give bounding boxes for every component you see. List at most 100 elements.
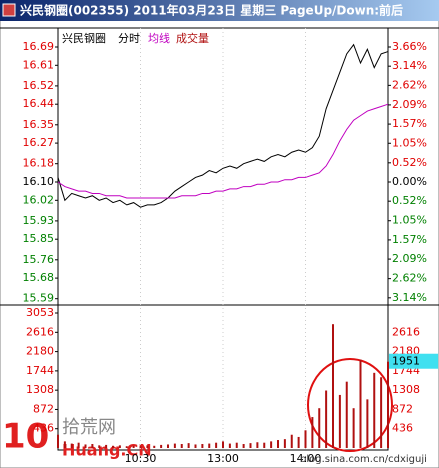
price-tick-label: 15.93 (23, 214, 55, 227)
percent-tick-label: 3.66% (392, 40, 427, 53)
time-tick-label: 13:00 (207, 452, 239, 465)
volume-bar (359, 359, 362, 448)
volume-bar (173, 443, 176, 448)
volume-bar (77, 442, 80, 448)
volume-tick-label: 1308 (26, 383, 54, 396)
price-tick-label: 15.68 (23, 271, 55, 284)
volume-tick-label: 2180 (26, 345, 54, 358)
volume-bar (84, 444, 87, 448)
watermark-number: 10 (2, 417, 49, 457)
volume-bar (215, 442, 218, 448)
volume-bar (352, 408, 355, 448)
percent-tick-label: 1.05% (392, 136, 427, 149)
price-tick-label: 15.85 (23, 232, 55, 245)
percent-tick-label: 3.14% (392, 59, 427, 72)
volume-bar (118, 445, 121, 448)
time-tick-label: 14:00 (290, 452, 322, 465)
volume-bar (242, 444, 245, 448)
volume-bar (132, 445, 135, 448)
series-line (57, 43, 389, 208)
volume-bar (105, 444, 108, 448)
price-tick-label: 16.18 (23, 157, 55, 170)
legend-entry: 成交量 (176, 31, 209, 45)
volume-tick-label: 872 (33, 402, 54, 415)
volume-tick-label-right: 872 (392, 402, 413, 415)
volume-bar (325, 390, 328, 448)
legend-entry: 均线 (148, 31, 170, 45)
volume-bar (98, 445, 101, 448)
percent-tick-label: 1.57% (392, 233, 427, 246)
series-line (57, 103, 389, 199)
volume-bar (146, 445, 149, 448)
volume-bar (332, 324, 334, 448)
volume-tick-label-right: 2616 (392, 325, 420, 338)
percent-tick-label: 1.05% (392, 214, 427, 227)
percent-tick-label: 1.57% (392, 117, 427, 130)
volume-bar (249, 443, 252, 448)
volume-bar (290, 434, 293, 448)
volume-bar (63, 441, 66, 448)
current-volume-box (389, 353, 438, 369)
volume-bar (297, 436, 300, 448)
volume-bar (277, 440, 279, 448)
percent-tick-label: 0.52% (392, 194, 427, 207)
watermark-domain: Huang.CN (62, 441, 152, 460)
current-volume-label: 1951 (392, 355, 420, 368)
price-tick-label: 16.27 (23, 136, 55, 149)
watermark-site: 拾荒网 (62, 417, 116, 438)
percent-tick-label: 0.52% (392, 156, 427, 169)
volume-bar (380, 377, 383, 448)
window-title: 兴民钢圈(002355) 2011年03月23日 星期三 PageUp/Down… (20, 3, 403, 18)
volume-bar (208, 443, 211, 448)
price-tick-label: 15.76 (23, 253, 55, 266)
time-tick-label: 10:30 (125, 452, 157, 465)
volume-bar (263, 442, 266, 448)
percent-tick-label: 3.14% (392, 291, 427, 304)
watermark-blog: blog.sina.com.cn/cdxiguji (300, 454, 427, 465)
volume-bar (283, 439, 286, 448)
volume-bar (256, 442, 259, 448)
volume-bar (201, 444, 204, 448)
volume-bar (235, 442, 238, 448)
volume-bar (194, 444, 197, 448)
percent-tick-label: 2.62% (392, 272, 427, 285)
volume-bar (57, 434, 59, 448)
volume-tick-label: 436 (33, 422, 54, 435)
volume-tick-label-right: 436 (392, 422, 413, 435)
volume-bar (366, 399, 369, 448)
percent-tick-label: 0.00% (392, 175, 427, 188)
price-tick-label: 16.02 (23, 193, 55, 206)
volume-bar (167, 444, 169, 448)
price-tick-label: 16.10 (23, 175, 55, 188)
volume-tick-label: 1744 (26, 364, 54, 377)
percent-tick-label: 2.09% (392, 98, 427, 111)
volume-bar (270, 441, 273, 448)
volume-bar (338, 394, 341, 448)
volume-bar (304, 430, 307, 448)
price-tick-label: 16.69 (23, 40, 55, 53)
highlight-circle (307, 358, 393, 452)
volume-bar (139, 446, 142, 448)
legend-entry: 分时 (118, 32, 140, 45)
volume-bar (125, 446, 128, 448)
volume-bar (228, 443, 231, 448)
volume-bar (70, 443, 73, 448)
price-tick-label: 16.61 (23, 58, 55, 71)
stock-name: 兴民钢圈 (62, 32, 106, 45)
volume-tick-label-right: 1308 (392, 383, 420, 396)
price-tick-label: 16.35 (23, 118, 55, 131)
volume-bar (153, 445, 156, 448)
volume-bar (222, 441, 224, 448)
volume-bar (112, 445, 114, 448)
volume-bar (187, 443, 190, 448)
volume-bar (318, 408, 321, 448)
volume-bar (387, 361, 389, 448)
percent-tick-label: 2.09% (392, 252, 427, 265)
volume-tick-label: 2616 (26, 325, 54, 338)
app-icon (2, 3, 16, 17)
price-tick-label: 15.59 (23, 292, 55, 305)
volume-bar (180, 444, 183, 448)
